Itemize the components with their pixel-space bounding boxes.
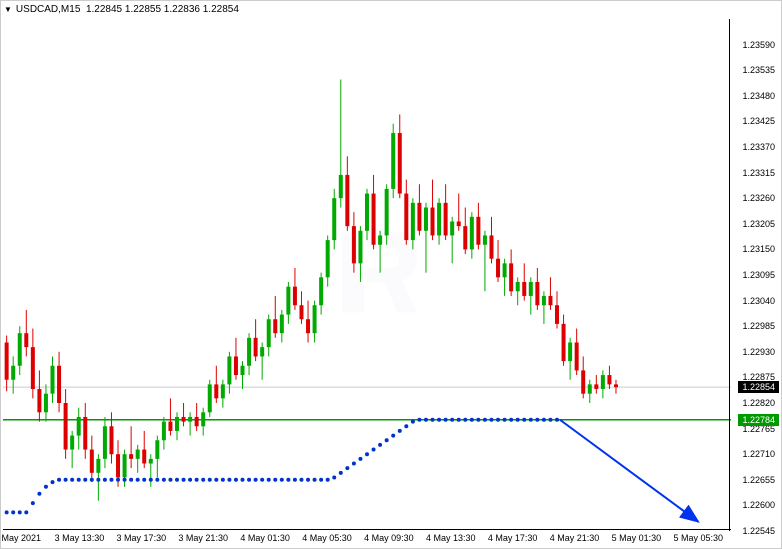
y-tick-label: 1.23535 [742, 65, 775, 75]
x-tick-label: 4 May 05:30 [302, 533, 352, 543]
plot-area[interactable] [3, 19, 731, 531]
y-tick-label: 1.22600 [742, 500, 775, 510]
y-tick-label: 1.22710 [742, 449, 775, 459]
y-tick-label: 1.22930 [742, 347, 775, 357]
candlestick-svg [3, 19, 731, 531]
x-tick-label: 4 May 13:30 [426, 533, 476, 543]
x-tick-label: 5 May 05:30 [673, 533, 723, 543]
y-tick-label: 1.23425 [742, 116, 775, 126]
y-tick-label: 1.23095 [742, 270, 775, 280]
y-tick-label: 1.23205 [742, 219, 775, 229]
y-axis: 1.23590 1.23535 1.23480 1.23425 1.23370 1.233… [729, 19, 779, 531]
y-tick-label: 1.22820 [742, 398, 775, 408]
y-tick-label: 1.22655 [742, 475, 775, 485]
y-tick-label: 1.23480 [742, 91, 775, 101]
y-tick-label: 1.23315 [742, 168, 775, 178]
ohlc-label: 1.22845 1.22855 1.22836 1.22854 [86, 4, 239, 15]
x-tick-label: 4 May 09:30 [364, 533, 414, 543]
x-tick-label: 5 May 01:30 [612, 533, 662, 543]
dropdown-icon[interactable]: ▼ [4, 5, 12, 14]
y-tick-label: 1.22545 [742, 526, 775, 536]
chart-container: ▼ USDCAD,M15 1.22845 1.22855 1.22836 1.2… [0, 0, 782, 549]
x-tick-label: 4 May 21:30 [550, 533, 600, 543]
symbol-label: USDCAD,M15 [16, 4, 80, 15]
x-tick-label: 3 May 2021 [0, 533, 41, 543]
y-tick-label: 1.23260 [742, 193, 775, 203]
y-tick-label: 1.23150 [742, 244, 775, 254]
y-tick-label: 1.23590 [742, 40, 775, 50]
x-tick-label: 4 May 17:30 [488, 533, 538, 543]
x-tick-label: 3 May 21:30 [178, 533, 228, 543]
chart-title-bar: ▼ USDCAD,M15 1.22845 1.22855 1.22836 1.2… [4, 4, 239, 15]
y-tick-label: 1.23370 [742, 142, 775, 152]
x-tick-label: 3 May 13:30 [55, 533, 105, 543]
y-tick-label: 1.23040 [742, 296, 775, 306]
x-axis: 3 May 2021 3 May 13:30 3 May 17:30 3 May 21… [3, 529, 731, 546]
support_line-box: 1.22784 [738, 414, 779, 426]
x-tick-label: 3 May 17:30 [117, 533, 167, 543]
x-tick-label: 4 May 01:30 [240, 533, 290, 543]
current_price-box: 1.22854 [738, 381, 779, 393]
y-tick-label: 1.22985 [742, 321, 775, 331]
